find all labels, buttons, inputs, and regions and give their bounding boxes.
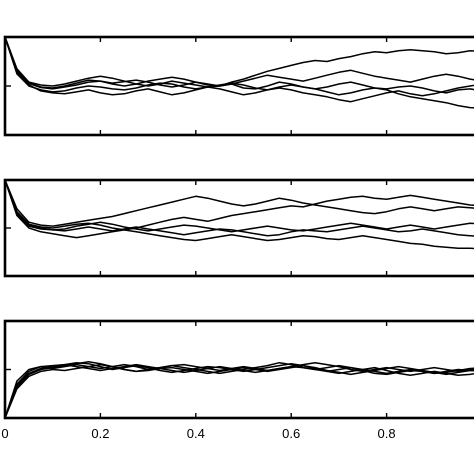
series-line-5 (4, 36, 474, 89)
series-line-1 (4, 36, 474, 109)
panel-middle (3, 178, 474, 278)
series-line-4 (4, 36, 474, 103)
axes-frame (3, 178, 474, 278)
series-line-2 (4, 360, 474, 419)
series-line-3 (4, 179, 474, 237)
series-line-1 (4, 361, 474, 419)
x-tick-label: 0.6 (282, 426, 300, 441)
panel-bottom: 0 0.2 0.4 0.6 0.8 (1, 319, 474, 441)
x-tick-label: 0.8 (378, 426, 396, 441)
panels-group: 0 0.2 0.4 0.6 0.8 (1, 35, 474, 441)
series-line-1 (4, 179, 474, 227)
series-line-3 (4, 36, 474, 88)
series-line-2 (4, 179, 474, 231)
panel-top (3, 35, 474, 137)
x-tick-label: 0 (1, 426, 8, 441)
series-line-5 (4, 179, 474, 233)
x-tick-label: 0.4 (187, 426, 205, 441)
series-line-5 (4, 363, 474, 419)
series-line-4 (4, 179, 474, 250)
series-line-2 (4, 36, 474, 94)
series-line-4 (4, 363, 474, 419)
x-tick-label: 0.2 (91, 426, 109, 441)
